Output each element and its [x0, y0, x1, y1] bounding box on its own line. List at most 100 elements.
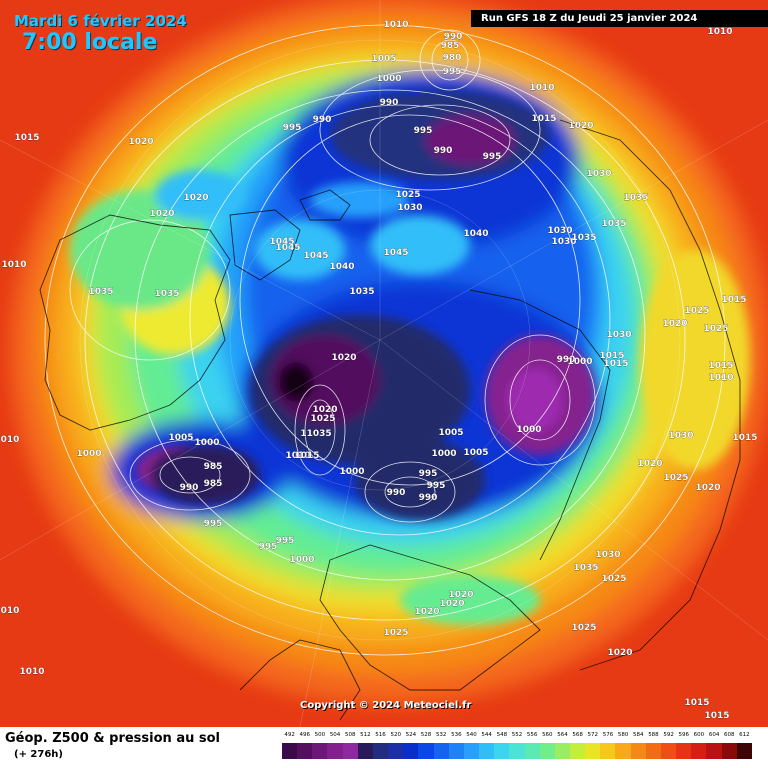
isobar-label: 1035 — [349, 287, 374, 297]
isobar-east-1 — [509, 359, 571, 441]
isobar-label: 1000 — [376, 74, 401, 84]
scale-swatch — [297, 743, 313, 759]
isobar-label: 995 — [483, 152, 502, 162]
cyan-ridge-3 — [310, 182, 410, 218]
parallel-1 — [229, 189, 531, 491]
isobar-label: 1005 — [438, 428, 463, 438]
scale-label: 496 — [299, 732, 310, 738]
scale-label: 572 — [587, 732, 599, 738]
isobar-labels: 1010990985980995100510001010101099099599… — [0, 20, 757, 721]
scale-label: 608 — [724, 732, 735, 738]
scale-label: 540 — [466, 732, 477, 738]
isobar-label: 1010 — [383, 20, 408, 30]
scale-label: 524 — [405, 732, 417, 738]
scale-label: 556 — [526, 732, 538, 738]
legend-subtitle: (+ 276h) — [14, 749, 63, 760]
scale-swatch — [524, 743, 540, 759]
isobar-label: 995 — [259, 542, 278, 552]
scale-swatch — [509, 743, 525, 759]
meridian-5 — [379, 339, 768, 641]
scale-label: 604 — [708, 732, 720, 738]
purple-north — [425, 115, 515, 165]
isobar-label: 1030 — [595, 550, 620, 560]
green-ridge-north — [70, 190, 210, 310]
scale-label: 568 — [572, 732, 583, 738]
isobar-label: 1035 — [623, 193, 648, 203]
isobar-label: 1045 — [269, 237, 294, 247]
scale-label: 536 — [451, 732, 462, 738]
isobar-label: 1045 — [303, 251, 328, 261]
meridian-2 — [0, 139, 381, 341]
scale-swatch — [448, 743, 464, 759]
coastline-north-america — [39, 214, 231, 431]
navy-west — [150, 445, 260, 505]
isobar-label: 995 — [414, 126, 433, 136]
isobar-label: 1025 — [310, 414, 335, 424]
scale-label: 504 — [329, 732, 341, 738]
cyan-ridge-2 — [370, 215, 470, 275]
isobar-label: 1020 — [607, 648, 632, 658]
isobar-label: 990 — [444, 32, 463, 42]
isobar-high-west — [69, 219, 231, 361]
isobar-label: 1020 — [448, 590, 473, 600]
isobar-south-2 — [364, 461, 456, 523]
isobar-label: 1010 — [707, 27, 732, 37]
isobar-label: 1035 — [88, 287, 113, 297]
scale-label: 576 — [602, 732, 614, 738]
scale-labels: 492 496 500 504 508 512 516 520 524 528 532 536 540 5… — [282, 732, 752, 743]
isobar-label: 1015 — [704, 711, 729, 721]
scale-swatch — [615, 743, 631, 759]
navy-center-2 — [355, 440, 485, 520]
scale-label: 560 — [542, 732, 553, 738]
scale-swatch — [554, 743, 570, 759]
isobar-label: 11035 — [300, 429, 331, 439]
isobar-label: 1030 — [586, 169, 611, 179]
isobar-4 — [189, 104, 611, 536]
scale-label: 528 — [420, 732, 432, 738]
scale-label: 532 — [435, 732, 447, 738]
isobar-label: 1035 — [601, 219, 626, 229]
scale-swatch — [721, 743, 737, 759]
isobar-label: 1020 — [637, 459, 662, 469]
isobar-label: 1035 — [573, 563, 598, 573]
isobar-label: 1015 — [732, 433, 757, 443]
isobar-label: 1040 — [329, 262, 354, 272]
coastlines — [39, 119, 741, 721]
color-scale: 492 496 500 504 508 512 516 520 524 528 532 536 540 5… — [282, 732, 752, 759]
isobar-label: 1025 — [571, 623, 596, 633]
isobar-label: 1005 — [371, 54, 396, 64]
cyan-ridge-arctic — [255, 220, 345, 280]
isobar-label: 1045 — [275, 243, 300, 253]
isobar-label: 985 — [204, 479, 223, 489]
scale-bar — [282, 743, 752, 759]
scale-label: 500 — [314, 732, 326, 738]
z500-anomaly-regions — [70, 90, 750, 625]
meridian-4 — [299, 339, 381, 727]
isobar-label: 1020 — [414, 607, 439, 617]
isobar-south-1 — [384, 476, 436, 508]
isobar-label: 1020 — [149, 209, 174, 219]
scale-label: 580 — [617, 732, 629, 738]
isobar-center-1 — [304, 399, 336, 461]
lat-lon-grid — [0, 0, 768, 727]
copyright-notice: Copyright © 2024 Meteociel.fr — [300, 700, 472, 711]
isobar-north-4 — [319, 69, 541, 191]
scale-swatch — [585, 743, 601, 759]
scale-swatch — [539, 743, 555, 759]
isobar-label: 1000 — [339, 467, 364, 477]
scale-label: 588 — [648, 732, 659, 738]
isobar-label: 1015 — [721, 295, 746, 305]
isobar-label: 1015 — [599, 351, 624, 361]
isobar-label: 1025 — [684, 306, 709, 316]
isobar-label: 1025 — [663, 473, 688, 483]
scale-label: 584 — [633, 732, 644, 738]
scale-swatch — [676, 743, 692, 759]
scale-label: 516 — [375, 732, 386, 738]
meridian-6 — [379, 119, 768, 341]
isobar-label: 1025 — [395, 190, 420, 200]
scale-label: 600 — [693, 732, 705, 738]
isobar-label: 990 — [387, 488, 406, 498]
scale-swatch — [660, 743, 677, 759]
isobar-2 — [84, 59, 686, 621]
scale-swatch — [433, 743, 449, 759]
